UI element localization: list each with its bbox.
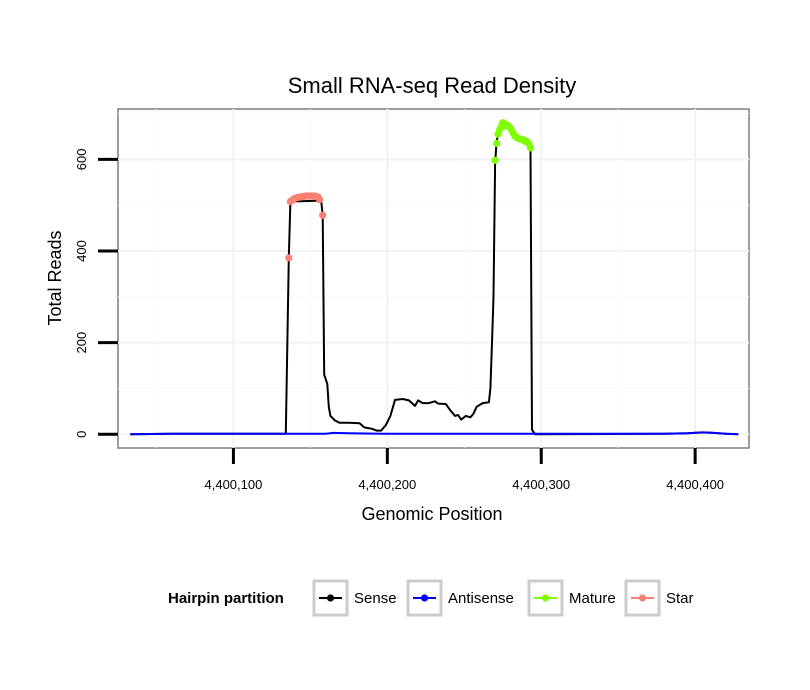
- point-mature: [491, 156, 499, 164]
- series-line-antisense: [130, 431, 739, 436]
- legend-label: Antisense: [448, 590, 514, 607]
- point-mature: [493, 139, 501, 147]
- legend-key-point: [420, 594, 429, 602]
- y-tick-label: 400: [74, 240, 89, 262]
- x-tick-label: 4,400,400: [666, 477, 724, 492]
- y-tick-label: 200: [74, 332, 89, 354]
- legend: Hairpin partition Sense Antisense Mature St…: [168, 579, 694, 617]
- point-star: [319, 211, 327, 219]
- y-axis: 0 200 400 600: [74, 149, 118, 438]
- chart-title: Small RNA-seq Read Density: [288, 73, 577, 98]
- legend-item-antisense: Antisense: [406, 579, 514, 617]
- points-layer: [285, 119, 535, 262]
- legend-key-point: [638, 594, 647, 602]
- legend-title: Hairpin partition: [168, 590, 284, 607]
- x-axis: 4,400,100 4,400,200 4,400,300 4,400,400: [205, 448, 724, 492]
- x-tick-label: 4,400,300: [512, 477, 570, 492]
- legend-key-point: [541, 594, 550, 602]
- legend-item-star: Star: [624, 579, 694, 617]
- x-tick-label: 4,400,200: [358, 477, 416, 492]
- point-mature: [526, 144, 535, 152]
- legend-label: Mature: [569, 590, 616, 607]
- y-tick-label: 600: [74, 149, 89, 171]
- point-star: [316, 196, 324, 204]
- y-axis-label: Total Reads: [45, 230, 65, 325]
- x-axis-label: Genomic Position: [361, 504, 502, 524]
- y-tick-label: 0: [74, 431, 89, 438]
- x-tick-label: 4,400,100: [205, 477, 263, 492]
- legend-label: Sense: [354, 590, 397, 607]
- legend-label: Star: [666, 590, 694, 607]
- plot-panel: [117, 108, 750, 449]
- legend-key-point: [326, 594, 335, 602]
- point-star: [285, 254, 293, 262]
- legend-item-mature: Mature: [527, 579, 616, 617]
- grid-minor: [118, 109, 749, 448]
- legend-item-sense: Sense: [312, 579, 397, 617]
